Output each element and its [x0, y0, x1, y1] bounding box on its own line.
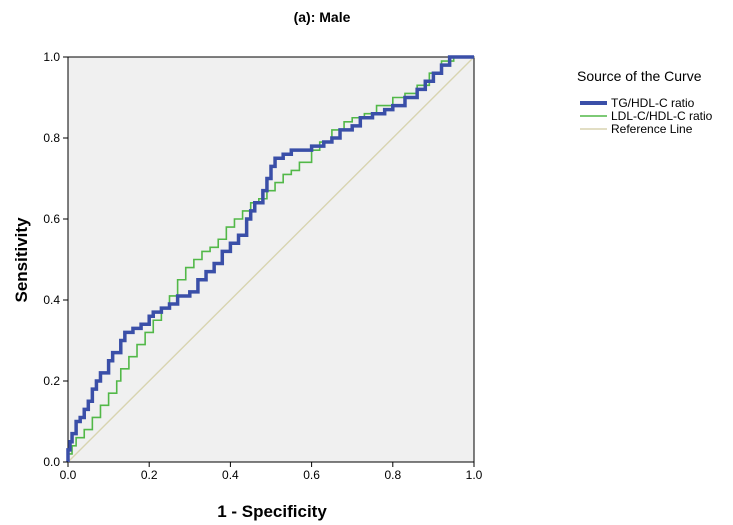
series-line-0 — [66, 55, 474, 462]
x-tick-label: 0.2 — [141, 468, 158, 482]
y-axis-label: Sensitivity — [12, 217, 31, 303]
series-layer — [66, 55, 475, 463]
y-tick-label: 0.2 — [43, 374, 60, 388]
legend-label-2: Reference Line — [611, 122, 693, 136]
chart-title: (a): Male — [294, 9, 351, 25]
series-line-2 — [67, 56, 475, 463]
x-tick-label: 1.0 — [466, 468, 483, 482]
y-tick-label: 0.4 — [43, 293, 60, 307]
legend-title: Source of the Curve — [577, 68, 702, 84]
y-tick-label: 1.0 — [43, 50, 60, 64]
x-axis: 0.0 0.2 0.4 0.6 0.8 1.0 — [60, 462, 483, 482]
y-tick-label: 0.0 — [43, 455, 60, 469]
x-tick-label: 0.8 — [384, 468, 401, 482]
y-tick-label: 0.6 — [43, 212, 60, 226]
x-tick-label: 0.4 — [222, 468, 239, 482]
x-tick-label: 0.0 — [60, 468, 77, 482]
legend: Source of the Curve TG/HDL-C ratioLDL-C/… — [577, 68, 713, 136]
y-tick-label: 0.8 — [43, 131, 60, 145]
legend-label-0: TG/HDL-C ratio — [611, 96, 695, 110]
legend-label-1: LDL-C/HDL-C ratio — [611, 109, 713, 123]
y-axis: 0.0 0.2 0.4 0.6 0.8 1.0 — [43, 50, 68, 469]
x-axis-label: 1 - Specificity — [217, 502, 327, 521]
x-tick-label: 0.6 — [303, 468, 320, 482]
